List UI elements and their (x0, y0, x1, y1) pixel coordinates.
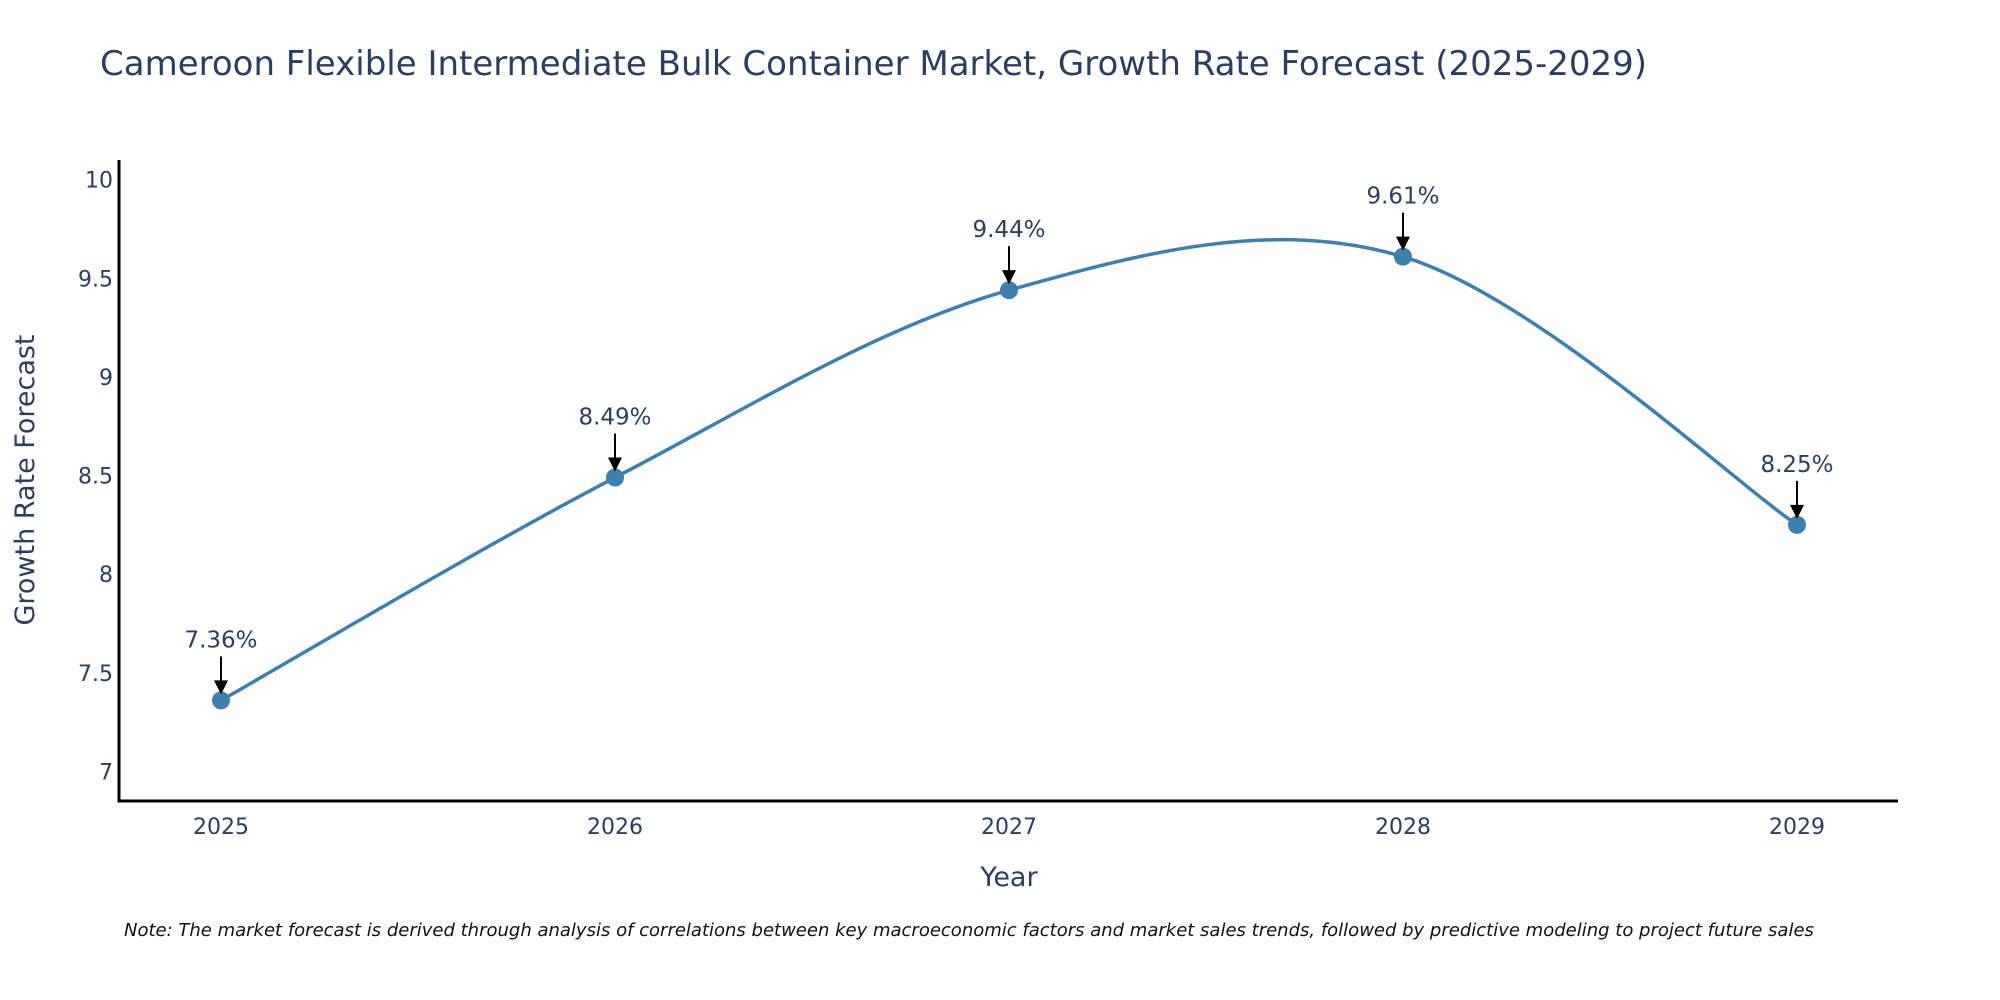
y-tick-label: 9.5 (78, 267, 113, 292)
x-axis-ticks: 2025 2026 2027 2028 2029 (193, 815, 1825, 840)
y-axis-ticks: 7 7.5 8 8.5 9 9.5 10 (78, 169, 113, 786)
data-label-text: 8.25% (1760, 452, 1833, 478)
y-tick-label: 10 (85, 169, 113, 194)
data-label-text: 9.44% (972, 217, 1045, 243)
annotation-arrow-head-icon (1396, 236, 1410, 251)
annotation-arrow-head-icon (608, 457, 622, 472)
y-tick-label: 7.5 (78, 662, 113, 687)
data-label-annotations: 7.36% 8.49% 9.44% 9.61% 8.25% (184, 184, 1834, 695)
annotation-arrow-head-icon (1002, 270, 1016, 285)
data-label-text: 8.49% (578, 405, 651, 431)
series-line (220, 237, 1798, 702)
x-axis-title: Year (979, 862, 1038, 893)
data-label: 8.25% (1760, 452, 1834, 519)
annotation-arrow-head-icon (1790, 504, 1804, 519)
x-tick-label: 2025 (193, 815, 249, 840)
data-label: 8.49% (578, 405, 652, 472)
y-axis-title: Growth Rate Forecast (10, 334, 41, 625)
data-point-marker[interactable] (606, 468, 624, 487)
y-tick-label: 7 (99, 760, 113, 785)
chart-note: Note: The market forecast is derived thr… (124, 920, 1814, 941)
data-label-text: 7.36% (184, 627, 257, 653)
data-point-marker[interactable] (1788, 515, 1806, 534)
data-point-marker[interactable] (1000, 281, 1018, 300)
x-tick-label: 2027 (981, 815, 1037, 840)
data-label: 9.61% (1366, 184, 1440, 251)
data-point-marker[interactable] (1394, 247, 1412, 266)
chart-title: Cameroon Flexible Intermediate Bulk Cont… (100, 44, 1648, 84)
data-label: 9.44% (972, 217, 1046, 285)
data-label-text: 9.61% (1366, 184, 1439, 210)
y-tick-label: 8.5 (78, 465, 113, 490)
data-point-marker[interactable] (212, 691, 230, 710)
x-tick-label: 2029 (1769, 815, 1825, 840)
x-tick-label: 2028 (1375, 815, 1431, 840)
annotation-arrow-head-icon (214, 680, 228, 695)
x-tick-label: 2026 (587, 815, 643, 840)
y-tick-label: 9 (99, 366, 113, 391)
data-label: 7.36% (184, 627, 258, 695)
y-tick-label: 8 (99, 563, 113, 588)
series-markers (212, 247, 1806, 710)
